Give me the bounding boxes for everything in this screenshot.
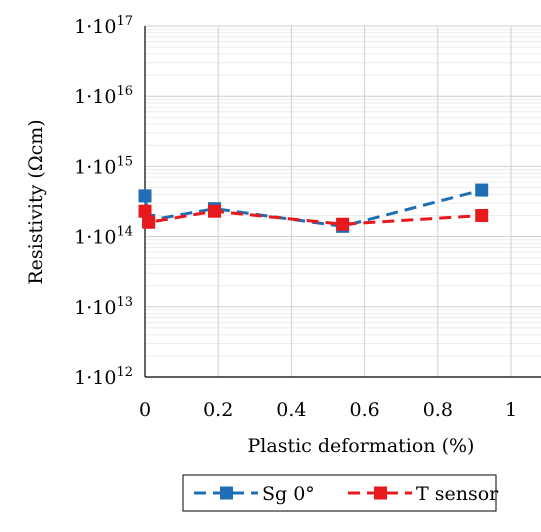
y-tick-exponent: 15: [116, 154, 133, 169]
legend-label: Sg 0°: [262, 483, 315, 505]
data-point: [138, 204, 152, 218]
y-axis-title: Resistivity (Ωcm): [25, 119, 47, 284]
series-line: [143, 188, 483, 228]
legend-marker: [374, 486, 387, 500]
x-tick-label: 0.2: [203, 399, 233, 421]
y-tick-exponent: 17: [116, 14, 133, 29]
y-tick-base: 1·10: [74, 86, 116, 108]
y-tick-exponent: 14: [116, 225, 133, 240]
y-tick-exponent: 12: [116, 365, 133, 380]
x-tick-label: 0.8: [423, 399, 453, 421]
y-tick-base: 1·10: [74, 16, 116, 38]
series-layer: [138, 183, 489, 233]
y-tick-label: 1·1016: [74, 84, 133, 108]
tick-labels: 0 0.2 0.4 0.6 0.8 11·10121·10131·10141·10151·…: [74, 14, 517, 421]
series-0: [138, 183, 489, 233]
data-point: [336, 217, 350, 231]
y-tick-exponent: 13: [116, 295, 133, 310]
legend: Sg 0° T sensor: [182, 474, 499, 512]
data-point: [475, 183, 489, 197]
legend-marker: [220, 486, 233, 500]
series-line: [143, 209, 482, 226]
data-point: [138, 189, 152, 203]
y-tick-base: 1·10: [74, 367, 116, 389]
y-tick-base: 1·10: [74, 227, 116, 249]
y-tick-label: 1·1015: [74, 154, 133, 178]
data-point: [475, 208, 489, 222]
axes: [144, 26, 541, 378]
y-tick-base: 1·10: [74, 156, 116, 178]
x-axis-title: Plastic deformation (%): [248, 435, 475, 457]
y-tick-base: 1·10: [74, 297, 116, 319]
y-tick-label: 1·1017: [74, 14, 133, 38]
data-point: [208, 204, 222, 218]
grid: [145, 25, 541, 378]
legend-label: T sensor: [416, 483, 499, 505]
y-tick-label: 1·1013: [74, 295, 133, 319]
y-tick-label: 1·1014: [74, 225, 133, 249]
x-tick-label: 0.6: [349, 399, 379, 421]
x-tick-label: 0: [139, 399, 151, 421]
series-1: [138, 204, 489, 231]
y-tick-exponent: 16: [116, 84, 133, 99]
y-tick-label: 1·1012: [74, 365, 133, 389]
x-tick-label: 1: [505, 399, 517, 421]
x-tick-label: 0.4: [276, 399, 306, 421]
data-point: [142, 215, 156, 229]
